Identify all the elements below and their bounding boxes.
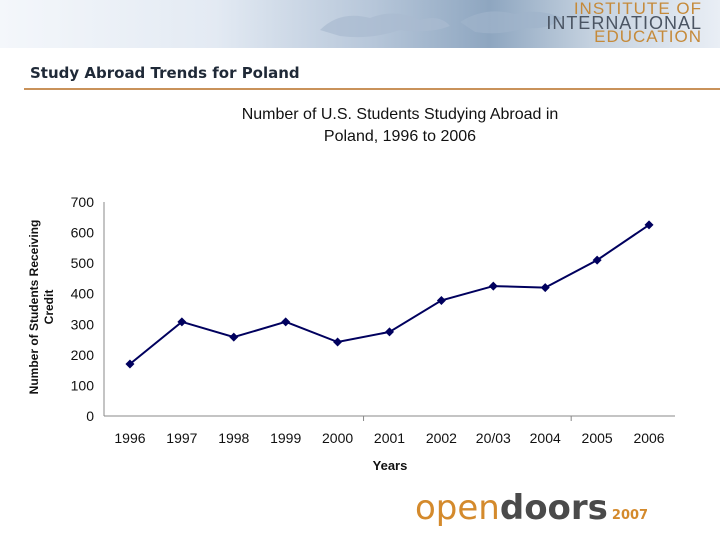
- x-tick-label: 2004: [530, 430, 561, 446]
- y-tick-label: 400: [71, 286, 95, 302]
- y-tick-label: 700: [71, 194, 95, 210]
- data-point: [592, 255, 602, 265]
- data-point: [540, 283, 550, 293]
- data-point: [644, 220, 654, 230]
- x-tick-label: 2002: [426, 430, 457, 446]
- series-line: [129, 224, 650, 365]
- x-tick-label: 2000: [322, 430, 353, 446]
- chart-title-line-1: Number of U.S. Students Studying Abroad …: [241, 106, 559, 123]
- logo-line-2: INTERNATIONAL: [546, 13, 702, 33]
- logo-line-3: EDUCATION: [594, 27, 702, 46]
- data-point: [333, 337, 343, 347]
- x-tick-label: 2006: [633, 430, 664, 446]
- iie-logo: INSTITUTE OF INTERNATIONAL EDUCATION: [546, 0, 702, 46]
- world-map-graphic: [320, 11, 562, 38]
- header-banner: INSTITUTE OF INTERNATIONAL EDUCATION: [0, 0, 720, 48]
- x-tick-label: 1999: [270, 430, 301, 446]
- y-tick-label: 600: [71, 225, 95, 241]
- data-point: [488, 281, 498, 291]
- x-tick-label: 1996: [114, 430, 145, 446]
- chart-title-line-2: Poland, 1996 to 2006: [323, 128, 477, 145]
- x-tick-label: 1997: [166, 430, 197, 446]
- x-tick-label: 1998: [218, 430, 249, 446]
- logo-line-1: INSTITUTE OF: [573, 0, 702, 18]
- x-tick-label: 2001: [374, 430, 405, 446]
- logo-year-text: 2007: [611, 508, 649, 523]
- logo-doors-text: doors: [499, 488, 608, 528]
- x-tick-label: 20/03: [476, 430, 511, 446]
- data-point: [385, 327, 394, 337]
- y-tick-label: 200: [71, 347, 95, 363]
- page-title: Study Abroad Trends for Poland: [30, 64, 300, 82]
- y-tick-label: 500: [71, 255, 95, 271]
- open-doors-logo: opendoors 2007: [415, 488, 648, 528]
- y-tick-label: 100: [71, 377, 95, 393]
- data-point: [177, 317, 187, 327]
- y-tick-label: 300: [71, 316, 95, 332]
- x-axis-label: Years: [372, 458, 408, 473]
- chart-title: Number of U.S. Students Studying Abroad …: [110, 104, 690, 148]
- title-divider: [24, 88, 720, 90]
- logo-open-text: open: [415, 488, 500, 528]
- data-point: [125, 359, 135, 369]
- data-point: [436, 295, 446, 305]
- y-tick-label: 0: [86, 408, 94, 424]
- x-tick-label: 2005: [582, 430, 613, 446]
- data-point: [229, 332, 239, 342]
- data-point: [281, 317, 291, 327]
